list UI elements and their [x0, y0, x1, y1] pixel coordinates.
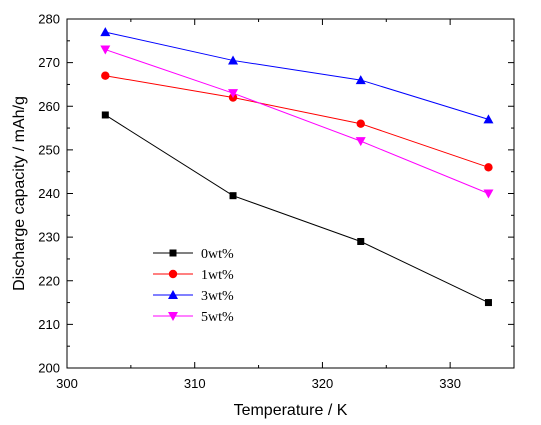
y-tick-label: 240: [38, 186, 60, 201]
y-tick-label: 260: [38, 99, 60, 114]
series-line: [105, 114, 489, 304]
data-point: [356, 119, 365, 128]
data-point: [357, 237, 365, 245]
data-point: [100, 45, 111, 55]
data-point: [228, 89, 239, 99]
data-point: [483, 189, 494, 199]
data-point: [355, 137, 366, 147]
legend-label: 3wt%: [201, 289, 234, 304]
legend-marker: [168, 312, 178, 321]
legend: 0wt% 1wt% 3wt% 5wt%: [153, 247, 234, 325]
data-point: [483, 114, 494, 124]
y-tick-label: 210: [38, 317, 60, 332]
y-tick-label: 230: [38, 230, 60, 245]
x-tick-label: 310: [184, 376, 206, 391]
data-point: [355, 75, 366, 85]
y-tick-label: 200: [38, 361, 60, 376]
series-line: [105, 31, 489, 120]
series-3: [100, 45, 494, 199]
series-line: [105, 49, 489, 194]
y-tick-label: 250: [38, 142, 60, 157]
legend-marker: [169, 249, 177, 257]
x-tick-label: 330: [439, 376, 461, 391]
data-point: [229, 192, 237, 200]
x-tick-label: 320: [312, 376, 334, 391]
series-layer: [100, 27, 494, 307]
axes: 300 310 320 330 200 210 220 230 240 250 260 270 280: [38, 12, 515, 391]
y-tick-label: 280: [38, 12, 60, 27]
legend-marker: [168, 290, 178, 299]
data-point: [101, 71, 110, 80]
legend-label: 5wt%: [201, 310, 234, 325]
data-point: [484, 299, 492, 307]
data-point: [100, 27, 111, 37]
data-point: [484, 163, 493, 172]
series-line: [105, 75, 489, 168]
series-0: [101, 111, 492, 307]
y-axis-title: Discharge capacity / mAh/g: [11, 96, 28, 291]
series-1: [101, 71, 493, 172]
y-tick-label: 220: [38, 273, 60, 288]
legend-label: 0wt%: [201, 247, 234, 262]
legend-item: 0wt%: [153, 247, 234, 262]
legend-marker: [168, 269, 178, 279]
x-axis-title: Temperature / K: [234, 402, 348, 419]
series-2: [100, 27, 494, 124]
y-tick-label: 270: [38, 55, 60, 70]
plot-frame: [66, 18, 515, 369]
legend-item: 3wt%: [153, 289, 234, 304]
legend-item: 1wt%: [153, 268, 234, 283]
data-point: [228, 55, 239, 65]
data-point: [101, 111, 109, 119]
x-tick-label: 300: [56, 376, 78, 391]
legend-item: 5wt%: [153, 310, 234, 325]
legend-label: 1wt%: [201, 268, 234, 283]
